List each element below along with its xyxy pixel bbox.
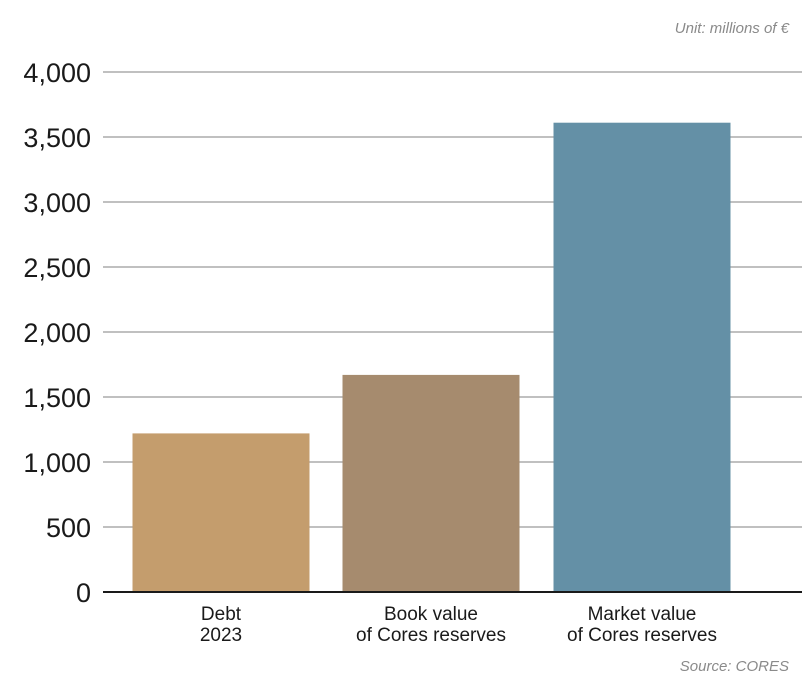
bar [553, 122, 731, 592]
y-tick-label: 2,000 [23, 318, 91, 348]
x-tick-label-line: Book value [384, 604, 478, 625]
source-note: Source: CORES [680, 658, 789, 675]
bar [342, 374, 520, 592]
y-tick-label: 4,000 [23, 58, 91, 88]
y-tick-label: 3,000 [23, 188, 91, 218]
y-axis-ticks: 0 500 1,000 1,500 2,000 2,500 3,000 3,500 4,000 [23, 58, 91, 608]
x-tick-label: Book value of Cores reserves [356, 604, 506, 646]
y-tick-label: 1,500 [23, 383, 91, 413]
x-tick-label-line: of Cores reserves [356, 625, 506, 646]
y-tick-label: 0 [76, 578, 91, 608]
bar [132, 433, 310, 592]
unit-note: Unit: millions of € [675, 20, 790, 37]
x-tick-label-line: of Cores reserves [567, 625, 717, 646]
x-tick-label-line: 2023 [200, 625, 242, 646]
y-tick-label: 2,500 [23, 253, 91, 283]
bars [132, 122, 731, 592]
y-tick-label: 1,000 [23, 448, 91, 478]
y-tick-label: 3,500 [23, 123, 91, 153]
y-tick-label: 500 [46, 513, 91, 543]
x-tick-label-line: Market value [588, 604, 697, 625]
x-tick-label: Market value of Cores reserves [567, 604, 717, 646]
x-tick-label-line: Debt [201, 604, 242, 625]
x-tick-label: Debt 2023 [200, 604, 242, 646]
